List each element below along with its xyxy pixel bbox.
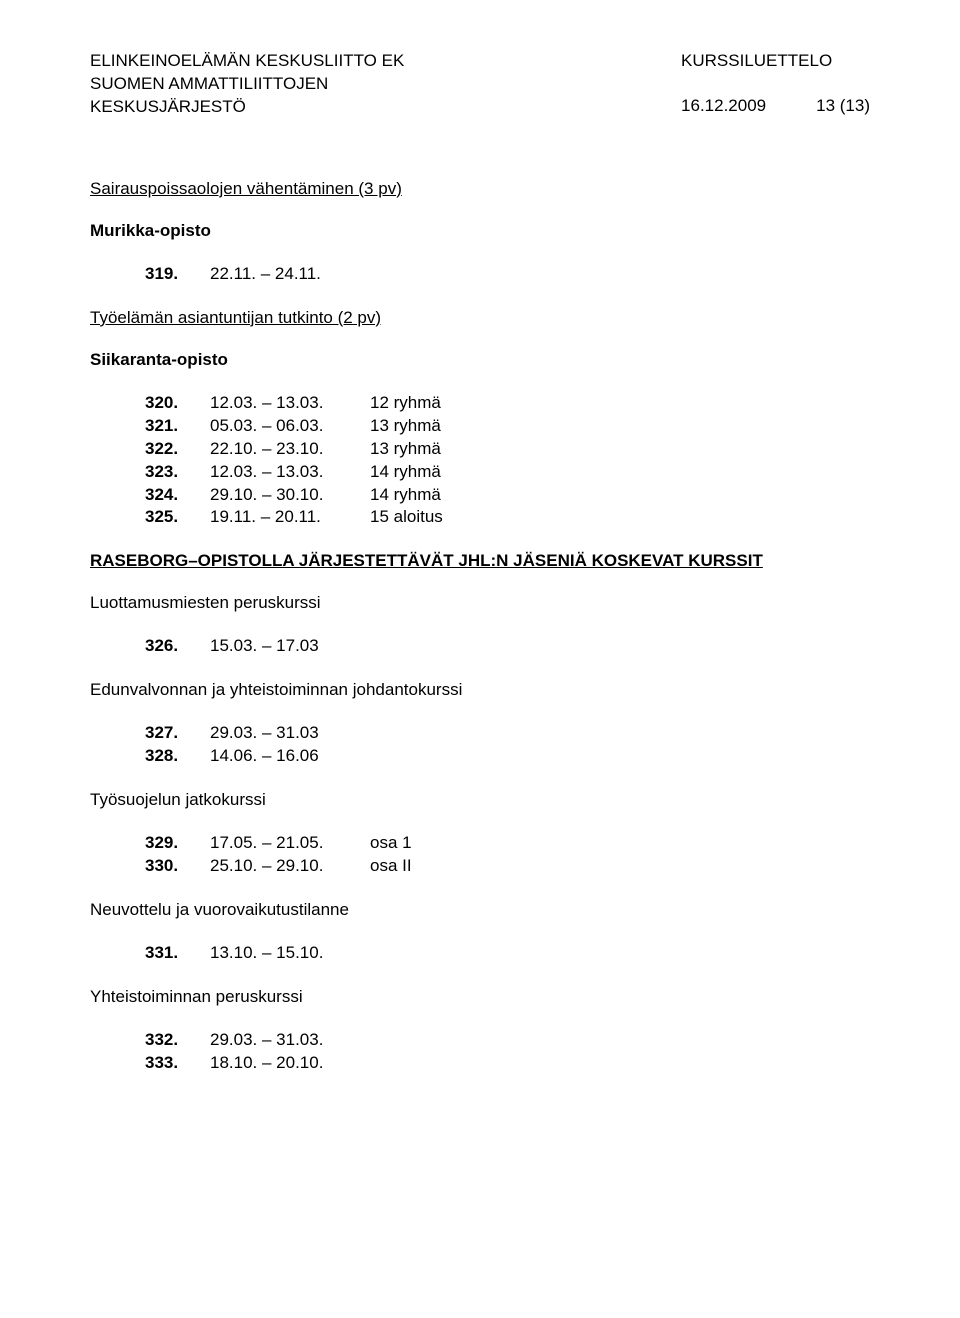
entry-dates: 29.03. – 31.03 (210, 722, 370, 745)
entry-dates: 25.10. – 29.10. (210, 855, 370, 878)
entry-extra: 15 aloitus (370, 506, 443, 529)
header-org-line1: ELINKEINOELÄMÄN KESKUSLIITTO EK (90, 50, 404, 73)
entry-number: 330. (145, 855, 210, 878)
entry-row: 319. 22.11. – 24.11. (145, 263, 870, 286)
header-date: 16.12.2009 (681, 95, 766, 118)
entry-row: 321. 05.03. – 06.03. 13 ryhmä (145, 415, 870, 438)
entry-row: 331. 13.10. – 15.10. (145, 942, 870, 965)
section-title-sairauspoissaolojen: Sairauspoissaolojen vähentäminen (3 pv) (90, 179, 870, 199)
entry-row: 324. 29.10. – 30.10. 14 ryhmä (145, 484, 870, 507)
entry-list: 332. 29.03. – 31.03. 333. 18.10. – 20.10… (145, 1029, 870, 1075)
subheading-murikka: Murikka-opisto (90, 221, 870, 241)
entry-number: 325. (145, 506, 210, 529)
entry-row: 330. 25.10. – 29.10. osa II (145, 855, 870, 878)
entry-dates: 12.03. – 13.03. (210, 461, 370, 484)
entry-row: 323. 12.03. – 13.03. 14 ryhmä (145, 461, 870, 484)
entry-number: 324. (145, 484, 210, 507)
entry-row: 333. 18.10. – 20.10. (145, 1052, 870, 1075)
entry-number: 329. (145, 832, 210, 855)
header-page-number: 13 (13) (816, 95, 870, 118)
header-doc-title: KURSSILUETTELO (681, 50, 870, 73)
entry-dates: 19.11. – 20.11. (210, 506, 370, 529)
entry-number: 320. (145, 392, 210, 415)
entry-dates: 12.03. – 13.03. (210, 392, 370, 415)
page: ELINKEINOELÄMÄN KESKUSLIITTO EK SUOMEN A… (0, 0, 960, 1318)
header-org-line3: KESKUSJÄRJESTÖ (90, 96, 404, 119)
entry-number: 326. (145, 635, 210, 658)
entry-dates: 18.10. – 20.10. (210, 1052, 370, 1075)
entry-row: 329. 17.05. – 21.05. osa 1 (145, 832, 870, 855)
entry-number: 322. (145, 438, 210, 461)
entry-list: 331. 13.10. – 15.10. (145, 942, 870, 965)
entry-dates: 14.06. – 16.06 (210, 745, 370, 768)
entry-dates: 29.10. – 30.10. (210, 484, 370, 507)
entry-number: 321. (145, 415, 210, 438)
entry-row: 327. 29.03. – 31.03 (145, 722, 870, 745)
section-heading-raseborg: RASEBORG–OPISTOLLA JÄRJESTETTÄVÄT JHL:N … (90, 551, 870, 571)
entry-extra: osa 1 (370, 832, 412, 855)
entry-dates: 17.05. – 21.05. (210, 832, 370, 855)
entry-dates: 22.10. – 23.10. (210, 438, 370, 461)
entry-number: 332. (145, 1029, 210, 1052)
header-org-line2: SUOMEN AMMATTILIITTOJEN (90, 73, 404, 96)
entry-number: 333. (145, 1052, 210, 1075)
header-right: KURSSILUETTELO 16.12.2009 13 (13) (681, 50, 870, 119)
entry-extra: 14 ryhmä (370, 461, 441, 484)
subheading-luottamusmiesten: Luottamusmiesten peruskurssi (90, 593, 870, 613)
entry-extra: 13 ryhmä (370, 415, 441, 438)
entry-row: 326. 15.03. – 17.03 (145, 635, 870, 658)
entry-list: 326. 15.03. – 17.03 (145, 635, 870, 658)
subheading-siikaranta: Siikaranta-opisto (90, 350, 870, 370)
header: ELINKEINOELÄMÄN KESKUSLIITTO EK SUOMEN A… (90, 50, 870, 119)
entry-list: 327. 29.03. – 31.03 328. 14.06. – 16.06 (145, 722, 870, 768)
header-left: ELINKEINOELÄMÄN KESKUSLIITTO EK SUOMEN A… (90, 50, 404, 119)
entry-row: 320. 12.03. – 13.03. 12 ryhmä (145, 392, 870, 415)
entry-number: 327. (145, 722, 210, 745)
entry-number: 319. (145, 263, 210, 286)
entry-extra: 12 ryhmä (370, 392, 441, 415)
subheading-yhteistoiminnan: Yhteistoiminnan peruskurssi (90, 987, 870, 1007)
subheading-tyosuojelun: Työsuojelun jatkokurssi (90, 790, 870, 810)
entry-dates: 13.10. – 15.10. (210, 942, 370, 965)
entry-dates: 29.03. – 31.03. (210, 1029, 370, 1052)
entry-dates: 22.11. – 24.11. (210, 263, 370, 286)
entry-list: 319. 22.11. – 24.11. (145, 263, 870, 286)
entry-dates: 15.03. – 17.03 (210, 635, 370, 658)
entry-extra: 14 ryhmä (370, 484, 441, 507)
subheading-edunvalvonnan: Edunvalvonnan ja yhteistoiminnan johdant… (90, 680, 870, 700)
entry-row: 322. 22.10. – 23.10. 13 ryhmä (145, 438, 870, 461)
entry-row: 325. 19.11. – 20.11. 15 aloitus (145, 506, 870, 529)
section-title-tyoelaman: Työelämän asiantuntijan tutkinto (2 pv) (90, 308, 870, 328)
entry-number: 331. (145, 942, 210, 965)
subheading-neuvottelu: Neuvottelu ja vuorovaikutustilanne (90, 900, 870, 920)
entry-dates: 05.03. – 06.03. (210, 415, 370, 438)
entry-list: 329. 17.05. – 21.05. osa 1 330. 25.10. –… (145, 832, 870, 878)
entry-row: 332. 29.03. – 31.03. (145, 1029, 870, 1052)
entry-number: 323. (145, 461, 210, 484)
entry-number: 328. (145, 745, 210, 768)
entry-row: 328. 14.06. – 16.06 (145, 745, 870, 768)
header-date-page: 16.12.2009 13 (13) (681, 95, 870, 118)
entry-list: 320. 12.03. – 13.03. 12 ryhmä 321. 05.03… (145, 392, 870, 530)
entry-extra: osa II (370, 855, 412, 878)
entry-extra: 13 ryhmä (370, 438, 441, 461)
